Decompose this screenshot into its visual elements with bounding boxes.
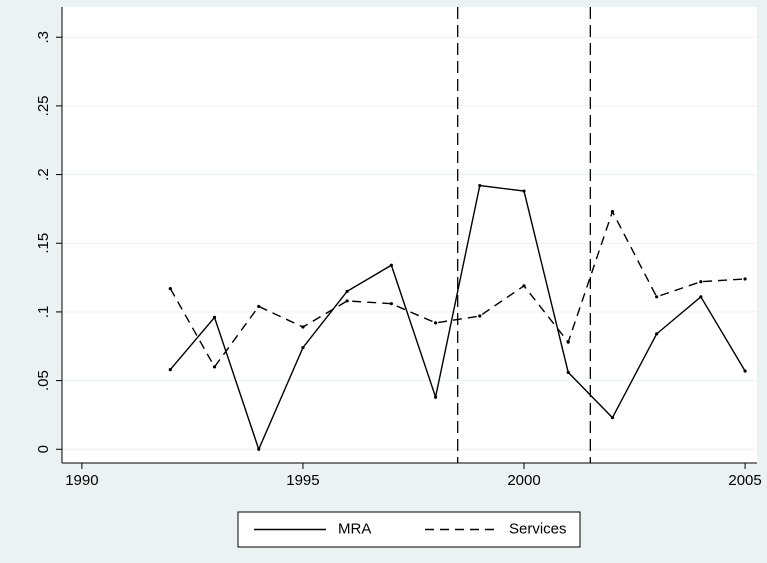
point bbox=[389, 263, 393, 267]
point bbox=[301, 325, 305, 329]
point bbox=[610, 210, 615, 214]
point bbox=[655, 295, 659, 299]
point bbox=[212, 315, 217, 320]
legend-label: MRA bbox=[338, 520, 371, 537]
point bbox=[699, 295, 703, 299]
point bbox=[345, 299, 349, 303]
y-tick-label: .2 bbox=[35, 168, 52, 181]
point bbox=[301, 346, 305, 350]
point bbox=[433, 395, 438, 399]
x-tick-label: 1995 bbox=[286, 472, 319, 489]
point bbox=[522, 284, 526, 288]
y-tick-label: .05 bbox=[35, 370, 52, 391]
point bbox=[566, 370, 570, 374]
legend-label: Services bbox=[509, 520, 567, 537]
y-tick-label: .1 bbox=[35, 306, 52, 319]
x-tick-label: 2005 bbox=[728, 472, 761, 489]
series-line bbox=[169, 184, 746, 452]
x-tick-label: 1990 bbox=[65, 472, 98, 489]
point bbox=[212, 365, 217, 369]
point bbox=[522, 189, 526, 193]
y-tick-label: .15 bbox=[35, 233, 52, 254]
x-tick-label: 2000 bbox=[507, 472, 540, 489]
point bbox=[566, 340, 570, 344]
point bbox=[743, 369, 747, 373]
point bbox=[610, 416, 615, 420]
y-tick-label: 0 bbox=[35, 445, 52, 453]
point bbox=[345, 289, 349, 293]
point bbox=[699, 280, 703, 284]
point bbox=[478, 314, 482, 318]
point bbox=[478, 183, 482, 188]
point bbox=[168, 368, 172, 372]
y-tick-label: .3 bbox=[35, 31, 52, 44]
point bbox=[257, 304, 261, 309]
point bbox=[433, 321, 438, 325]
point bbox=[257, 447, 261, 451]
point bbox=[743, 277, 747, 281]
point bbox=[655, 332, 659, 336]
point bbox=[168, 286, 172, 291]
plot-area bbox=[62, 7, 757, 463]
series-line bbox=[169, 209, 746, 369]
point bbox=[389, 302, 393, 306]
y-tick-label: .25 bbox=[35, 95, 52, 116]
